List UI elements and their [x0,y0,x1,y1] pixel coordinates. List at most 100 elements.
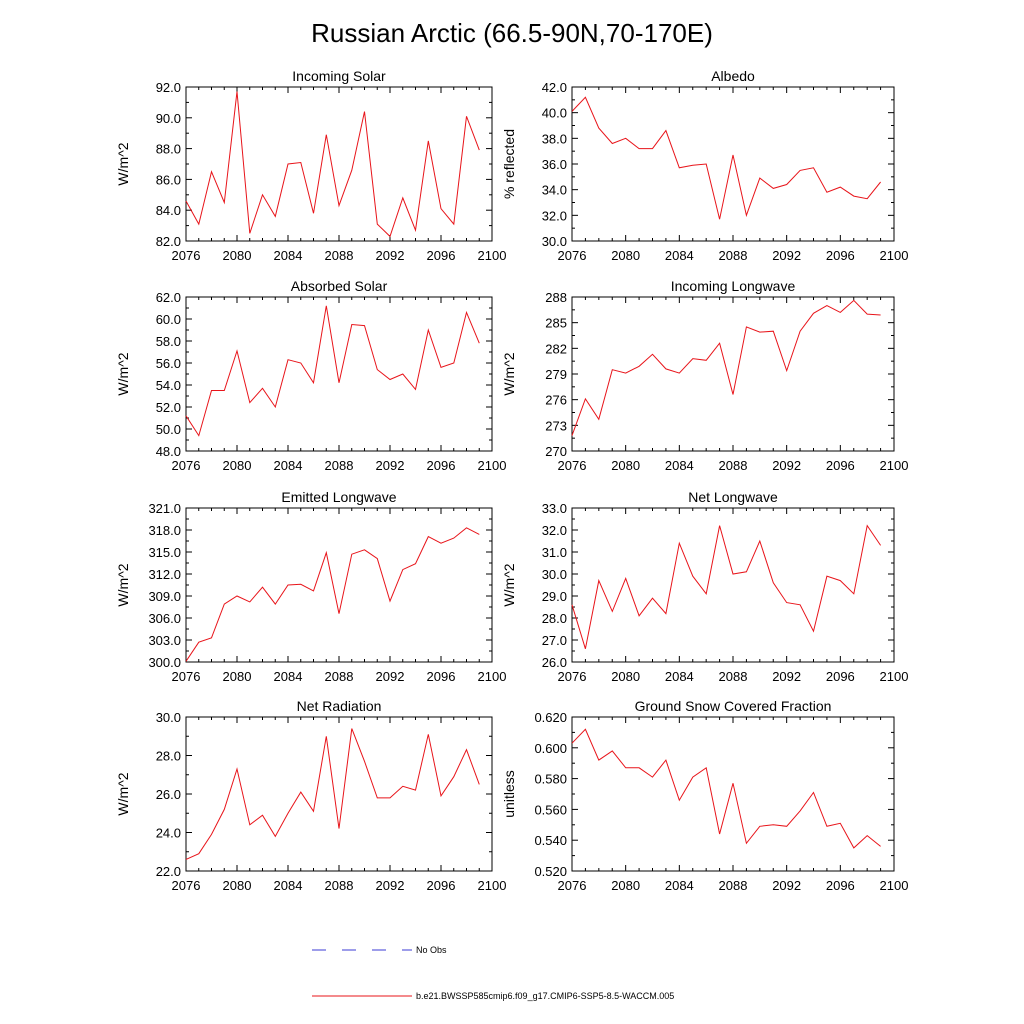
y-tick-label: 30.0 [156,710,181,725]
x-tick-label: 2092 [376,248,405,263]
y-tick-label: 92.0 [156,80,181,95]
x-tick-label: 2100 [478,458,507,473]
x-tick-label: 2088 [719,458,748,473]
x-tick-label: 2100 [880,248,909,263]
y-axis-label: W/m^2 [115,352,131,395]
x-tick-label: 2088 [325,669,354,684]
plot-frame [185,507,493,663]
panel-absorbed-solar: Absorbed Solar W/m^2 2076 2080 2084 2088 2092 2… [115,278,506,473]
y-tick-label: 321.0 [148,501,181,516]
y-tick-label: 318.0 [148,523,181,538]
panel-incoming-longwave: Incoming Longwave W/m^2 2076 2080 2084 2088 20… [501,278,908,473]
x-tick-label: 2080 [611,878,640,893]
y-tick-label: 42.0 [542,80,567,95]
x-tick-label: 2092 [376,458,405,473]
figure-title: Russian Arctic (66.5-90N,70-170E) [311,18,713,48]
y-tick-label: 36.0 [542,157,567,172]
x-tick-label: 2080 [223,458,252,473]
panel-title: Incoming Solar [292,68,386,84]
y-tick-label: 34.0 [542,183,567,198]
y-tick-label: 282 [545,341,567,356]
x-tick-label: 2080 [223,669,252,684]
y-tick-label: 62.0 [156,290,181,305]
panel-title: Ground Snow Covered Fraction [635,698,832,714]
series-line [571,728,881,849]
y-tick-label: 0.620 [534,710,567,725]
x-tick-label: 2096 [427,878,456,893]
y-tick-label: 28.0 [156,749,181,764]
x-tick-label: 2100 [880,669,909,684]
x-tick-label: 2100 [880,458,909,473]
x-tick-label: 2076 [558,878,587,893]
x-tick-label: 2092 [772,669,801,684]
y-tick-label: 40.0 [542,106,567,121]
x-tick-label: 2084 [665,669,694,684]
plot-frame [185,296,493,452]
y-tick-label: 24.0 [156,826,181,841]
x-tick-label: 2100 [478,669,507,684]
y-tick-label: 48.0 [156,444,181,459]
x-tick-label: 2080 [611,458,640,473]
y-tick-label: 38.0 [542,131,567,146]
y-tick-label: 54.0 [156,378,181,393]
y-tick-label: 276 [545,393,567,408]
y-tick-label: 22.0 [156,864,181,879]
x-tick-label: 2080 [223,248,252,263]
series-line [571,524,882,649]
y-axis-label: W/m^2 [115,142,131,185]
x-tick-label: 2100 [478,878,507,893]
y-tick-label: 82.0 [156,234,181,249]
x-tick-label: 2084 [665,458,694,473]
x-tick-label: 2080 [611,669,640,684]
x-tick-label: 2088 [325,458,354,473]
x-tick-label: 2092 [772,248,801,263]
y-axis-label: unitless [501,770,517,817]
y-tick-label: 56.0 [156,356,181,371]
y-tick-label: 312.0 [148,567,181,582]
x-tick-label: 2084 [665,878,694,893]
y-tick-label: 26.0 [156,787,181,802]
x-tick-label: 2076 [172,669,201,684]
x-tick-label: 2076 [172,248,201,263]
series-line [185,91,480,238]
y-tick-label: 300.0 [148,655,181,670]
x-tick-label: 2076 [172,878,201,893]
legend: No Obs b.e21.BWSSP585cmip6.f09_g17.CMIP6… [312,945,674,1001]
x-tick-label: 2084 [274,878,303,893]
y-tick-label: 30.0 [542,567,567,582]
x-tick-label: 2076 [172,458,201,473]
panel-albedo: Albedo % reflected 2076 2080 2084 2088 2092 209… [501,68,908,263]
y-tick-label: 30.0 [542,234,567,249]
y-tick-label: 303.0 [148,633,181,648]
x-tick-label: 2092 [772,458,801,473]
y-tick-label: 52.0 [156,400,181,415]
x-tick-label: 2084 [274,458,303,473]
panel-ground-snow-covered-fraction: Ground Snow Covered Fraction unitless 2076… [501,698,908,893]
y-tick-label: 60.0 [156,312,181,327]
x-tick-label: 2096 [427,458,456,473]
x-tick-label: 2076 [558,669,587,684]
y-axis-label: % reflected [501,129,517,199]
x-tick-label: 2080 [223,878,252,893]
panel-net-longwave: Net Longwave W/m^2 2076 2080 2084 2088 2092 209… [501,489,908,684]
x-tick-label: 2076 [558,248,587,263]
y-tick-label: 50.0 [156,422,181,437]
panel-title: Net Longwave [688,489,778,505]
y-tick-label: 90.0 [156,111,181,126]
y-tick-label: 0.560 [534,802,567,817]
y-tick-label: 27.0 [542,633,567,648]
y-tick-label: 306.0 [148,611,181,626]
legend-model-label: b.e21.BWSSP585cmip6.f09_g17.CMIP6-SSP5-8… [416,991,674,1001]
x-tick-label: 2076 [558,458,587,473]
x-tick-label: 2092 [376,669,405,684]
y-tick-label: 0.580 [534,772,567,787]
plot-frame [571,86,895,242]
x-tick-label: 2084 [665,248,694,263]
y-tick-label: 309.0 [148,589,181,604]
x-tick-label: 2088 [719,248,748,263]
series-line [185,728,480,860]
x-tick-label: 2088 [719,878,748,893]
y-tick-label: 86.0 [156,172,181,187]
y-axis-label: W/m^2 [115,563,131,606]
y-tick-label: 32.0 [542,208,567,223]
